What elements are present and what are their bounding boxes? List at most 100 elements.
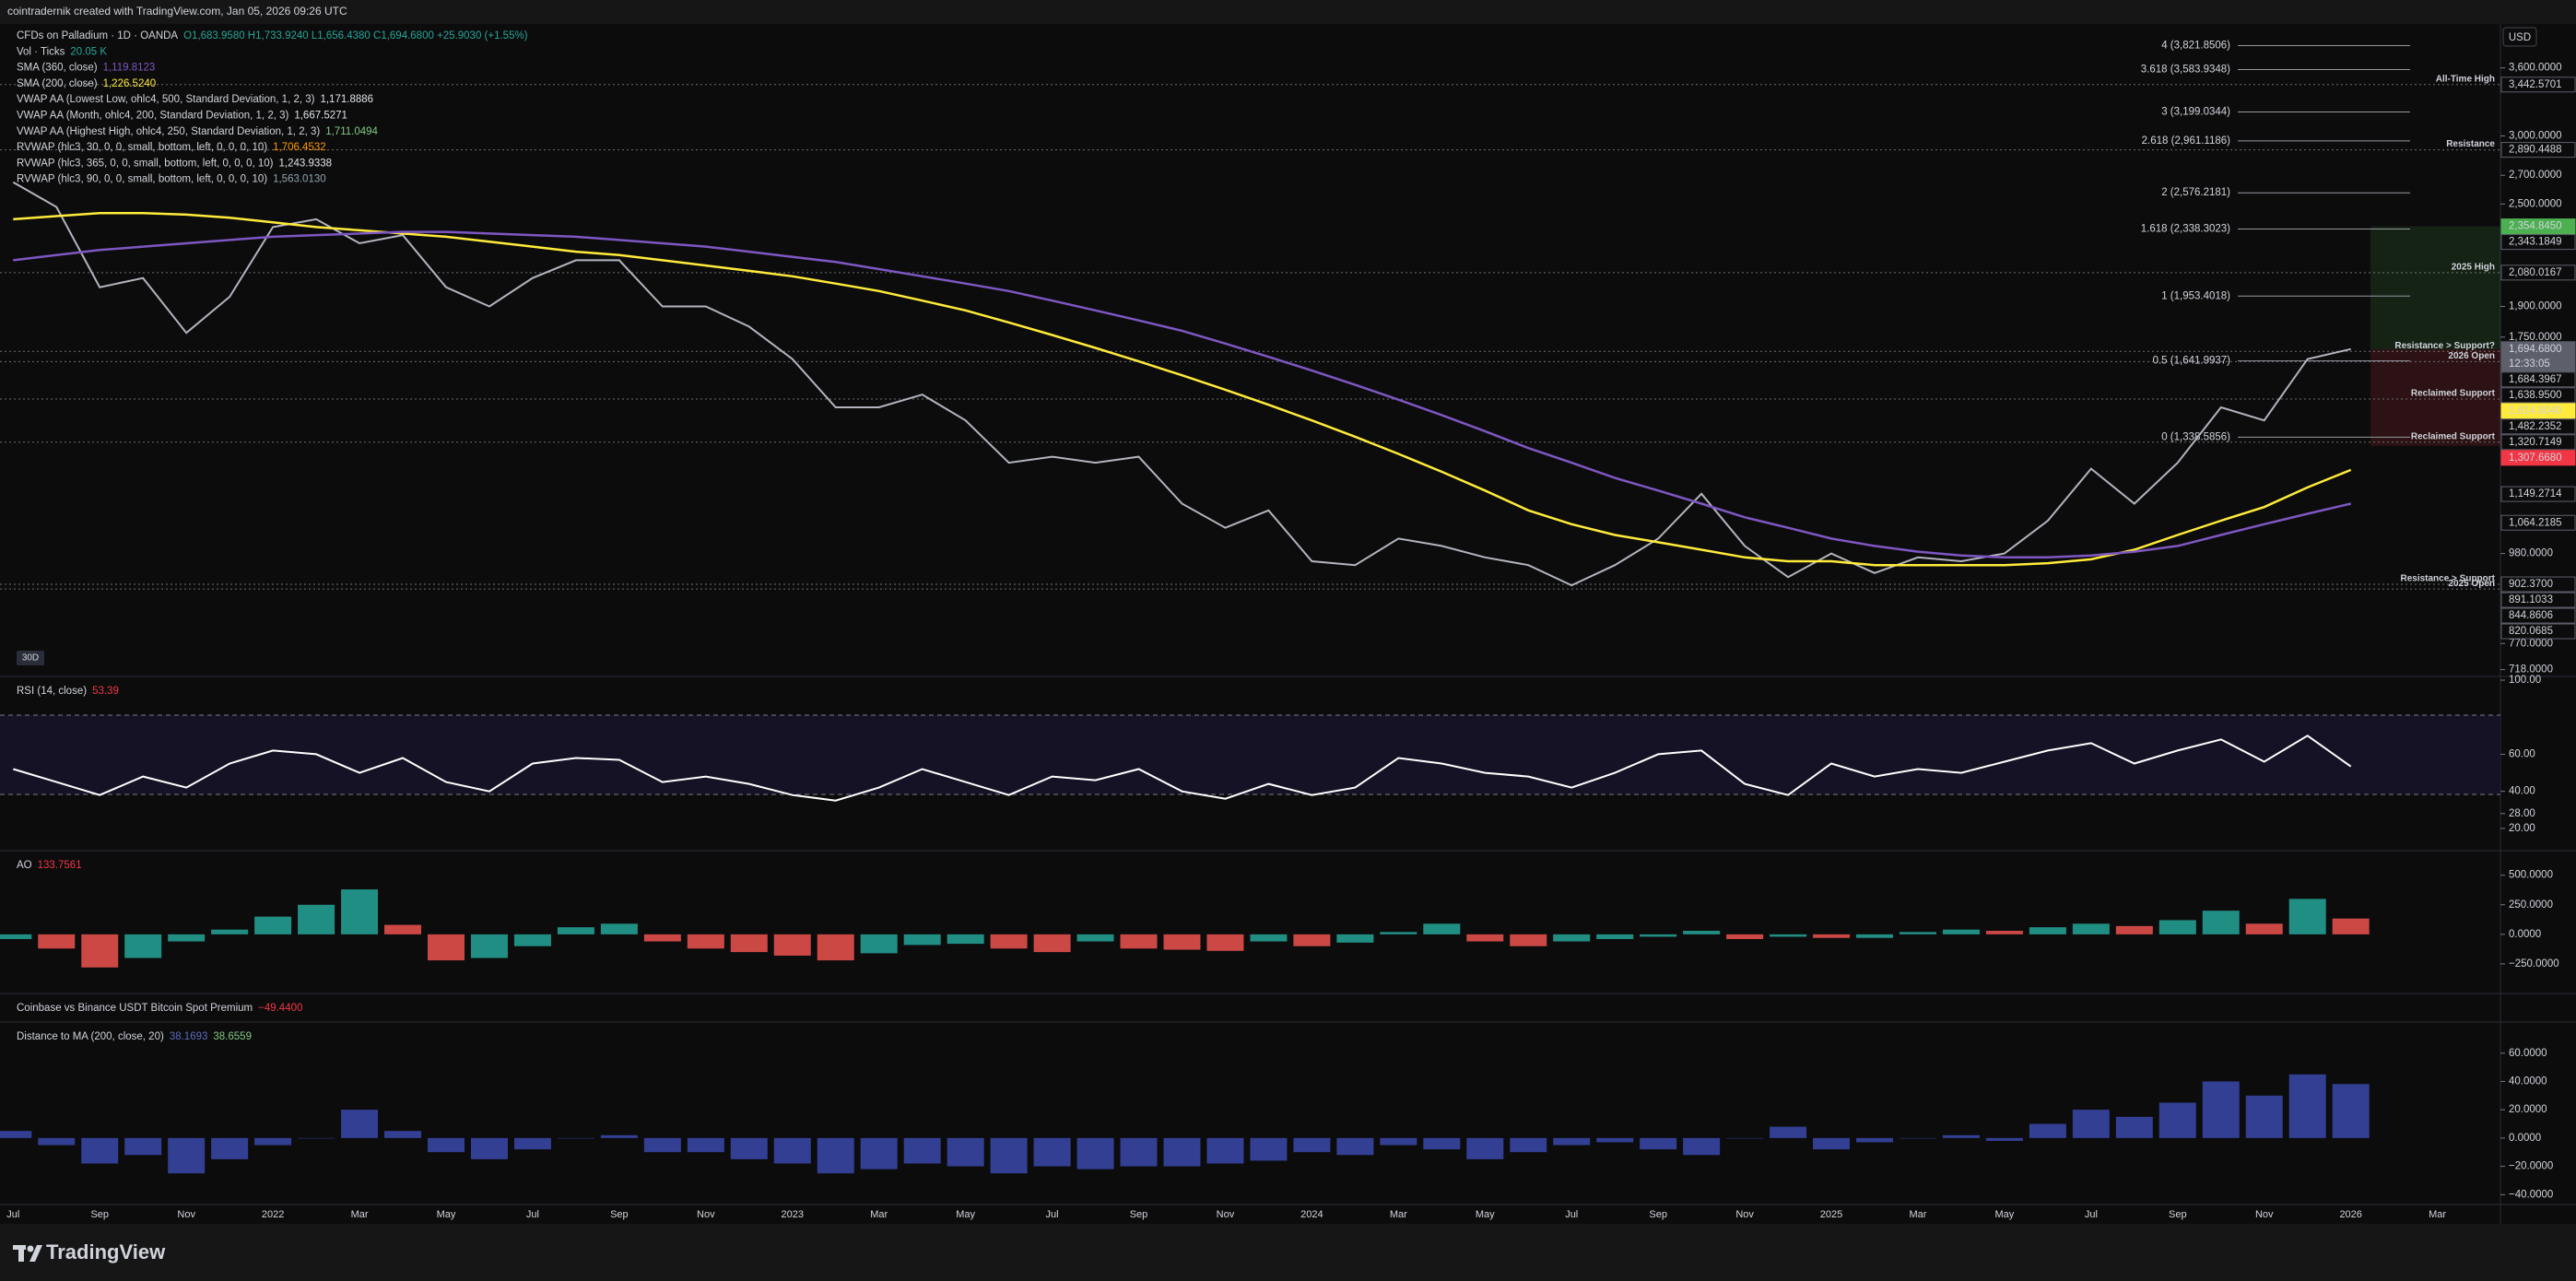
price-label: 1,482.2352 [2509, 421, 2562, 432]
histogram-bar [730, 1137, 768, 1159]
legend-entry[interactable]: CFDs on Palladium · 1D · OANDA O1,683.958… [17, 30, 528, 41]
histogram-bar [1899, 1137, 1936, 1139]
histogram-bar [1510, 934, 1547, 946]
price-label: 820.0685 [2509, 626, 2553, 637]
x-tick-label: May [956, 1209, 975, 1220]
histogram-bar [0, 1131, 32, 1138]
histogram-bar [2115, 1116, 2153, 1138]
legend-entry[interactable]: SMA (360, close) 1,119.8123 [17, 63, 155, 74]
histogram-bar [903, 1137, 941, 1164]
histogram-bar [2245, 1095, 2283, 1138]
histogram-bar [687, 1137, 724, 1153]
histogram-bar [1466, 934, 1504, 942]
x-tick-label: Jul [1565, 1209, 1578, 1220]
pane-title-value: 133.7561 [38, 860, 82, 871]
histogram-bar [643, 934, 681, 942]
pane-title-name: RSI (14, close) [17, 686, 87, 697]
level-annotation: 2026 Open [2448, 351, 2495, 361]
histogram-bar [1163, 1137, 1201, 1167]
price-label-box [2500, 418, 2576, 435]
histogram-bar [643, 1137, 681, 1153]
histogram-bar [38, 934, 76, 949]
histogram-bar [1380, 1137, 1417, 1146]
header-text: cointradernik created with TradingView.c… [7, 5, 347, 18]
period-badge-box [17, 651, 44, 665]
x-tick-label: Jul [6, 1209, 19, 1220]
legend-name: RVWAP (hlc3, 30, 0, 0, small, bottom, le… [17, 142, 267, 153]
legend-value: 1,706.4532 [273, 142, 326, 153]
x-tick-label: May [437, 1209, 456, 1220]
x-tick-label: 2022 [262, 1209, 284, 1220]
price-label: 2,343.1849 [2509, 237, 2562, 248]
histogram-bar [1206, 1137, 1244, 1164]
y-tick-label: 1,750.0000 [2509, 332, 2562, 343]
footer-logo[interactable]: TradingView [46, 1240, 166, 1263]
legend-entry[interactable]: RVWAP (hlc3, 365, 0, 0, small, bottom, l… [17, 158, 332, 169]
price-line [13, 230, 2351, 559]
histogram-bar [211, 929, 249, 934]
bottom-bar [0, 1224, 2576, 1281]
legend-entry[interactable]: RVWAP (hlc3, 90, 0, 0, small, bottom, le… [17, 174, 326, 185]
histogram-bar [990, 934, 1028, 949]
histogram-bar [0, 934, 32, 939]
histogram-bar [1985, 930, 2023, 934]
legend-entry[interactable]: Vol · Ticks 20.05 K [17, 46, 107, 57]
y-tick-label: 250.0000 [2509, 899, 2553, 911]
y-tick-label: 500.0000 [2509, 870, 2553, 881]
histogram-bar [384, 1131, 422, 1138]
fib-label: 3 (3,199.0344) [2161, 107, 2230, 118]
histogram-bar [947, 934, 984, 945]
histogram-bar [2202, 911, 2240, 934]
histogram-bar [1033, 934, 1071, 953]
histogram-bar [990, 1137, 1028, 1174]
price-label: 2,354.8450 [2509, 221, 2562, 232]
histogram-bar [168, 1137, 206, 1174]
histogram-bar [2029, 927, 2066, 934]
price-label-box [2500, 341, 2576, 372]
fib-label: 0.5 (1,641.9937) [2153, 356, 2231, 367]
legend-entry[interactable]: VWAP AA (Highest High, ohlc4, 250, Stand… [17, 126, 379, 137]
x-tick-label: Mar [351, 1209, 369, 1220]
histogram-bar [773, 1137, 811, 1164]
x-tick-label: Mar [1390, 1209, 1407, 1220]
price-label-box [2500, 142, 2576, 159]
y-tick-label: −250.0000 [2509, 958, 2559, 970]
x-tick-label: Nov [2255, 1209, 2274, 1220]
currency[interactable]: USD [2509, 32, 2531, 43]
pane-title-value: 38.6559 [213, 1031, 252, 1042]
y-tick-label: 0.0000 [2509, 929, 2541, 940]
price-label: 3,442.5701 [2509, 79, 2562, 90]
histogram-bar [1813, 1137, 1851, 1150]
y-tick-label: 40.00 [2509, 786, 2535, 797]
fib-label: 3.618 (3,583.9348) [2141, 65, 2230, 76]
histogram-bar [428, 1137, 465, 1153]
histogram-bar [1770, 1126, 1807, 1138]
legend-entry[interactable]: RVWAP (hlc3, 30, 0, 0, small, bottom, le… [17, 142, 326, 153]
legend-name: VWAP AA (Highest High, ohlc4, 250, Stand… [17, 126, 320, 137]
y-tick-label: 2,700.0000 [2509, 170, 2562, 181]
price-label: 891.1033 [2509, 594, 2553, 605]
level-annotation: 2025 Open [2448, 579, 2495, 589]
legend-value: 1,243.9338 [278, 158, 332, 169]
histogram-bar [1466, 1137, 1504, 1159]
price-label: 1,320.7149 [2509, 437, 2562, 448]
histogram-bar [2072, 923, 2110, 934]
loss-zone [2370, 348, 2500, 446]
currency-box[interactable] [2502, 27, 2537, 47]
histogram-bar [600, 923, 638, 934]
histogram-bar [2158, 1102, 2196, 1138]
histogram-bar [124, 934, 162, 958]
price-label-box [2500, 403, 2576, 419]
legend-entry[interactable]: VWAP AA (Month, ohlc4, 200, Standard Dev… [17, 111, 347, 122]
level-annotation: Resistance > Support [2400, 574, 2495, 584]
histogram-bar [1380, 932, 1417, 934]
fib-label: 1.618 (2,338.3023) [2141, 223, 2230, 234]
legend-entry[interactable]: VWAP AA (Lowest Low, ohlc4, 500, Standar… [17, 94, 373, 105]
histogram-bar [2115, 925, 2153, 934]
legend-value: 1,171.8886 [320, 94, 373, 105]
legend-entry[interactable]: SMA (200, close) 1,226.5240 [17, 78, 156, 89]
histogram-bar [1120, 934, 1158, 949]
x-tick-label: Nov [1217, 1209, 1235, 1220]
histogram-bar [1985, 1137, 2023, 1141]
